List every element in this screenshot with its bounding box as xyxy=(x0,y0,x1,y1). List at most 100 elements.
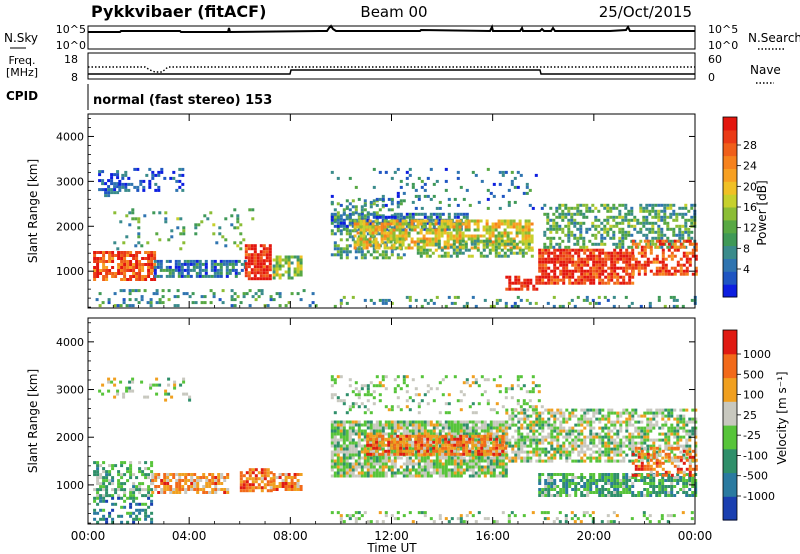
scatter-cell xyxy=(179,232,183,236)
scatter-cell xyxy=(175,488,179,491)
scatter-cell xyxy=(529,444,533,448)
scatter-cell xyxy=(486,444,490,448)
scatter-cell xyxy=(527,231,531,235)
scatter-cell xyxy=(396,443,400,447)
scatter-cell xyxy=(142,179,146,183)
scatter-cell xyxy=(523,281,527,285)
scatter-cell xyxy=(150,511,154,515)
scatter-cell xyxy=(514,429,518,433)
scatter-cell xyxy=(372,452,376,456)
scatter-cell xyxy=(438,474,442,478)
scatter-cell xyxy=(144,488,148,492)
scatter-cell xyxy=(262,244,266,248)
scatter-cell xyxy=(512,245,516,249)
scatter-cell xyxy=(489,434,493,438)
scatter-cell xyxy=(532,441,536,445)
scatter-cell xyxy=(348,235,352,239)
scatter-cell xyxy=(609,209,613,213)
scatter-cell xyxy=(538,423,542,427)
scatter-cell xyxy=(501,420,505,424)
scatter-cell xyxy=(512,222,516,226)
scatter-cell xyxy=(441,434,445,438)
scatter-cell xyxy=(515,228,519,232)
scatter-cell xyxy=(141,473,145,477)
scatter-cell xyxy=(586,272,590,276)
scatter-cell xyxy=(613,254,617,258)
scatter-cell xyxy=(517,450,521,454)
scatter-cell xyxy=(669,203,673,207)
scatter-cell xyxy=(517,444,521,448)
scatter-cell xyxy=(366,423,370,427)
scatter-cell xyxy=(178,479,182,482)
scatter-cell xyxy=(236,295,240,299)
scatter-cell xyxy=(135,260,139,263)
scatter-cell xyxy=(681,206,685,210)
scatter-cell xyxy=(345,253,349,257)
scatter-cell xyxy=(142,188,146,192)
scatter-cell xyxy=(212,232,216,236)
scatter-cell xyxy=(414,420,418,424)
scatter-cell xyxy=(520,417,524,421)
scatter-cell xyxy=(395,234,399,238)
scatter-cell xyxy=(149,298,153,302)
scatter-cell xyxy=(432,462,436,466)
scatter-cell xyxy=(438,423,442,427)
scatter-cell xyxy=(186,265,190,269)
scatter-cell xyxy=(339,420,343,424)
scatter-cell xyxy=(621,245,625,249)
scatter-cell xyxy=(509,219,513,223)
scatter-cell xyxy=(570,212,574,216)
scatter-cell xyxy=(521,234,525,238)
scatter-cell xyxy=(135,508,139,512)
scatter-cell xyxy=(107,179,111,183)
scatter-cell xyxy=(501,468,505,472)
scatter-cell xyxy=(486,440,490,444)
scatter-cell xyxy=(678,230,682,234)
scatter-cell xyxy=(687,230,691,234)
scatter-cell xyxy=(211,473,215,476)
scatter-cell xyxy=(225,271,229,275)
scatter-cell xyxy=(399,437,403,441)
scatter-cell xyxy=(538,450,542,454)
scatter-cell xyxy=(408,474,412,478)
scatter-cell xyxy=(253,274,257,278)
scatter-cell xyxy=(420,185,424,189)
scatter-cell xyxy=(211,479,215,482)
scatter-cell xyxy=(473,219,477,223)
scatter-cell xyxy=(556,429,560,433)
scatter-cell xyxy=(607,272,611,276)
scatter-cell xyxy=(93,508,97,512)
scatter-cell xyxy=(168,271,172,275)
scatter-cell xyxy=(345,456,349,460)
scatter-cell xyxy=(111,517,115,521)
scatter-cell xyxy=(664,269,668,273)
scatter-cell xyxy=(393,456,397,460)
scatter-cell xyxy=(601,263,605,267)
scatter-cell xyxy=(565,254,569,258)
scatter-cell xyxy=(643,272,647,276)
scatter-cell xyxy=(492,420,496,424)
scatter-cell xyxy=(520,456,524,460)
scatter-cell xyxy=(278,485,282,488)
scatter-cell xyxy=(195,259,199,263)
scatter-cell xyxy=(399,199,403,203)
scatter-cell xyxy=(125,235,129,239)
scatter-cell xyxy=(541,438,545,442)
scatter-cell xyxy=(381,429,385,433)
scatter-cell xyxy=(181,479,185,482)
scatter-cell xyxy=(509,225,513,229)
scatter-cell xyxy=(411,185,415,189)
scatter-cell xyxy=(517,438,521,442)
scatter-cell xyxy=(211,476,215,479)
scatter-cell xyxy=(505,275,509,279)
scatter-cell xyxy=(577,444,581,448)
scatter-cell xyxy=(339,423,343,427)
scatter-cell xyxy=(402,444,406,448)
scatter-cell xyxy=(465,432,469,436)
scatter-cell xyxy=(357,450,361,454)
scatter-cell xyxy=(143,289,147,293)
scatter-cell xyxy=(585,209,589,213)
scatter-cell xyxy=(384,423,388,427)
scatter-cell xyxy=(645,203,649,207)
scatter-cell xyxy=(486,456,490,460)
